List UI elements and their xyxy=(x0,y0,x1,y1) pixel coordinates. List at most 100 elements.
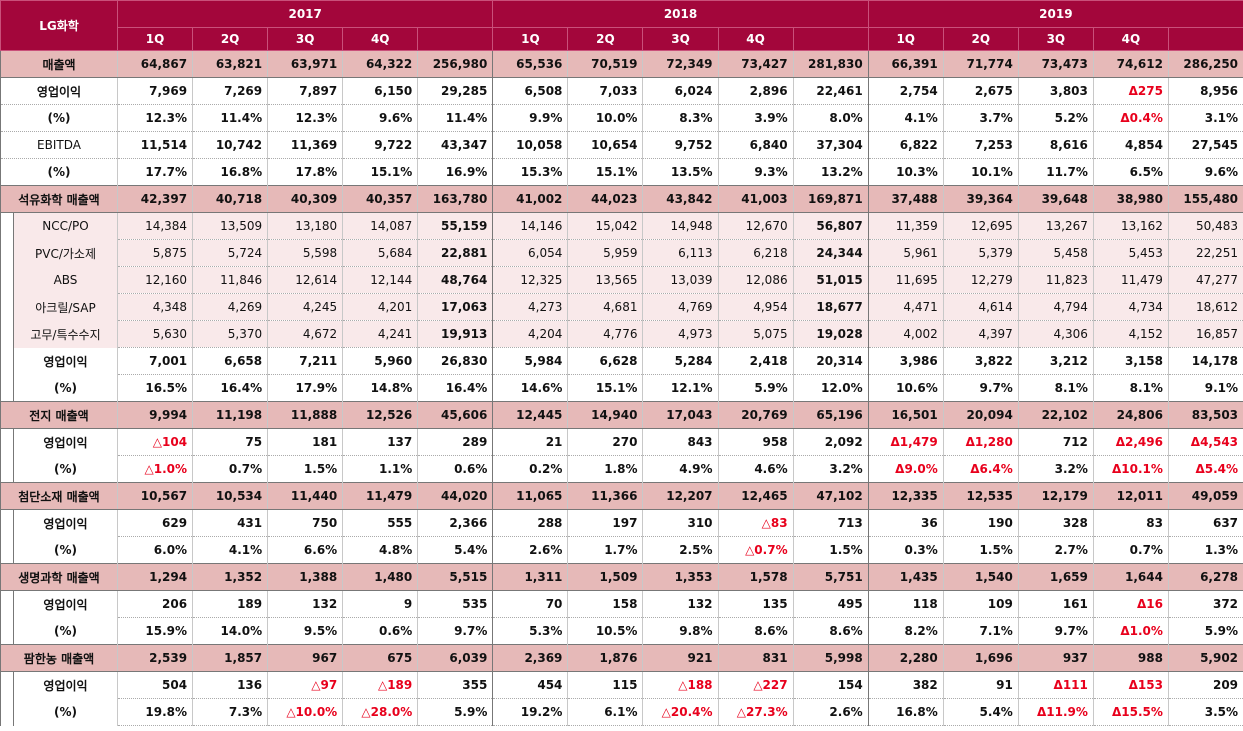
table-cell: 7,969 xyxy=(116,77,194,105)
table-cell: 13.2% xyxy=(792,158,869,186)
year-header-2017: 2017 xyxy=(116,0,494,28)
table-row: 영업이익 7,001 6,658 7,211 5,960 26,830 5,984 6,628… xyxy=(0,347,1243,375)
table-cell: 10,534 xyxy=(192,482,269,510)
table-cell: 4,954 xyxy=(717,293,794,321)
table-cell: 115 xyxy=(567,671,644,699)
table-cell: 6.6% xyxy=(267,536,344,564)
table-cell: 7.1% xyxy=(942,617,1019,645)
table-cell: 74,612 xyxy=(1092,50,1169,78)
table-cell: 270 xyxy=(567,428,644,456)
table-cell: 16.4% xyxy=(417,374,494,402)
table-row: EBITDA 11,514 10,742 11,369 9,722 43,347 10,05… xyxy=(0,131,1243,159)
table-cell: 12,325 xyxy=(492,266,569,294)
table-cell: Δ1,280 xyxy=(942,428,1019,456)
table-cell: 136 xyxy=(192,671,269,699)
table-cell: 6.0% xyxy=(116,536,194,564)
table-cell: 5,998 xyxy=(792,644,869,672)
table-cell: 19,913 xyxy=(417,320,494,348)
table-cell: 7,897 xyxy=(267,77,344,105)
table-cell: 13,509 xyxy=(192,212,269,240)
table-cell: 11,366 xyxy=(567,482,644,510)
table-cell: 5,960 xyxy=(342,347,419,375)
table-cell: 4.1% xyxy=(192,536,269,564)
table-cell: 22,102 xyxy=(1017,401,1094,429)
table-cell: 5.2% xyxy=(1017,104,1094,132)
table-cell: Δ0.4% xyxy=(1092,104,1169,132)
table-cell: 40,357 xyxy=(342,185,419,213)
table-cell: 5.3% xyxy=(492,617,569,645)
table-cell: 5,379 xyxy=(942,239,1019,267)
table-cell: △27.3% xyxy=(717,698,794,726)
table-cell: 9.6% xyxy=(342,104,419,132)
table-cell: 83,503 xyxy=(1167,401,1243,429)
table-cell: △97 xyxy=(267,671,344,699)
table-cell: 4,794 xyxy=(1017,293,1094,321)
table-cell: 2,280 xyxy=(867,644,944,672)
table-cell: 16.4% xyxy=(192,374,269,402)
table-cell: 504 xyxy=(116,671,194,699)
table-cell: 70,519 xyxy=(567,50,644,78)
table-row: PVC/가소제 5,875 5,724 5,598 5,684 22,881 6,054 5,… xyxy=(0,239,1243,267)
table-cell: 288 xyxy=(492,509,569,537)
table-cell: 4,348 xyxy=(116,293,194,321)
table-cell: 5,959 xyxy=(567,239,644,267)
table-cell: 310 xyxy=(642,509,719,537)
table-cell: 12.3% xyxy=(267,104,344,132)
table-cell: 17.9% xyxy=(267,374,344,402)
table-cell: 10.1% xyxy=(942,158,1019,186)
table-cell: 5,075 xyxy=(717,320,794,348)
row-label: 아크릴/SAP xyxy=(0,293,118,321)
table-cell: 328 xyxy=(1017,509,1094,537)
table-cell: Δ4,543 xyxy=(1167,428,1243,456)
table-cell: 6.5% xyxy=(1092,158,1169,186)
table-cell: 44,023 xyxy=(567,185,644,213)
table-cell: 2,896 xyxy=(717,77,794,105)
table-row: 영업이익 △104 75 181 137 289 21 270 843 958 2,092 Δ1,47… xyxy=(0,428,1243,456)
table-cell: 5.4% xyxy=(417,536,494,564)
row-label: 영업이익 xyxy=(0,590,118,618)
table-cell: 20,094 xyxy=(942,401,1019,429)
table-cell: 1,311 xyxy=(492,563,569,591)
table-cell: 937 xyxy=(1017,644,1094,672)
table-cell: 4,306 xyxy=(1017,320,1094,348)
table-cell: 382 xyxy=(867,671,944,699)
table-cell: 2,092 xyxy=(792,428,869,456)
table-cell: 109 xyxy=(942,590,1019,618)
table-cell: 24,344 xyxy=(792,239,869,267)
table-cell: 12,279 xyxy=(942,266,1019,294)
table-cell: 4,776 xyxy=(567,320,644,348)
table-cell: 12,086 xyxy=(717,266,794,294)
table-cell: Δ2,496 xyxy=(1092,428,1169,456)
table-cell: 0.7% xyxy=(1092,536,1169,564)
table-cell: 7.3% xyxy=(192,698,269,726)
table-row: 영업이익 206 189 132 9 535 70 158 132 135 495 118 109 161… xyxy=(0,590,1243,618)
table-cell: Δ153 xyxy=(1092,671,1169,699)
table-cell: 9.3% xyxy=(717,158,794,186)
row-label-text: 영업이익 xyxy=(13,510,117,537)
table-cell: 12,160 xyxy=(116,266,194,294)
table-cell: 2.6% xyxy=(492,536,569,564)
table-cell: 3.7% xyxy=(942,104,1019,132)
row-label: ABS xyxy=(0,266,118,294)
table-cell: 72,349 xyxy=(642,50,719,78)
row-label: (%) xyxy=(0,698,118,726)
row-label-text: 영업이익 xyxy=(13,591,117,618)
table-cell: 41,002 xyxy=(492,185,569,213)
table-cell: 73,473 xyxy=(1017,50,1094,78)
table-cell: 0.3% xyxy=(867,536,944,564)
table-row: 영업이익 504 136 △97 △189 355 454 115 △188 △227 154 382… xyxy=(0,671,1243,699)
table-cell: 495 xyxy=(792,590,869,618)
table-cell: 4.6% xyxy=(717,455,794,483)
row-label-text: (%) xyxy=(13,455,117,482)
table-cell: 51,015 xyxy=(792,266,869,294)
table-row: (%) 16.5% 16.4% 17.9% 14.8% 16.4% 14.6% 15.1% 12… xyxy=(0,374,1243,402)
table-cell: 4,614 xyxy=(942,293,1019,321)
row-label-text: 영업이익 xyxy=(13,347,117,375)
table-cell: 10.0% xyxy=(567,104,644,132)
table-cell: 132 xyxy=(642,590,719,618)
table-cell: 4,681 xyxy=(567,293,644,321)
table-cell: 2,366 xyxy=(417,509,494,537)
table-cell: 65,196 xyxy=(792,401,869,429)
annual-header-2017 xyxy=(417,27,494,51)
table-cell: 64,867 xyxy=(116,50,194,78)
